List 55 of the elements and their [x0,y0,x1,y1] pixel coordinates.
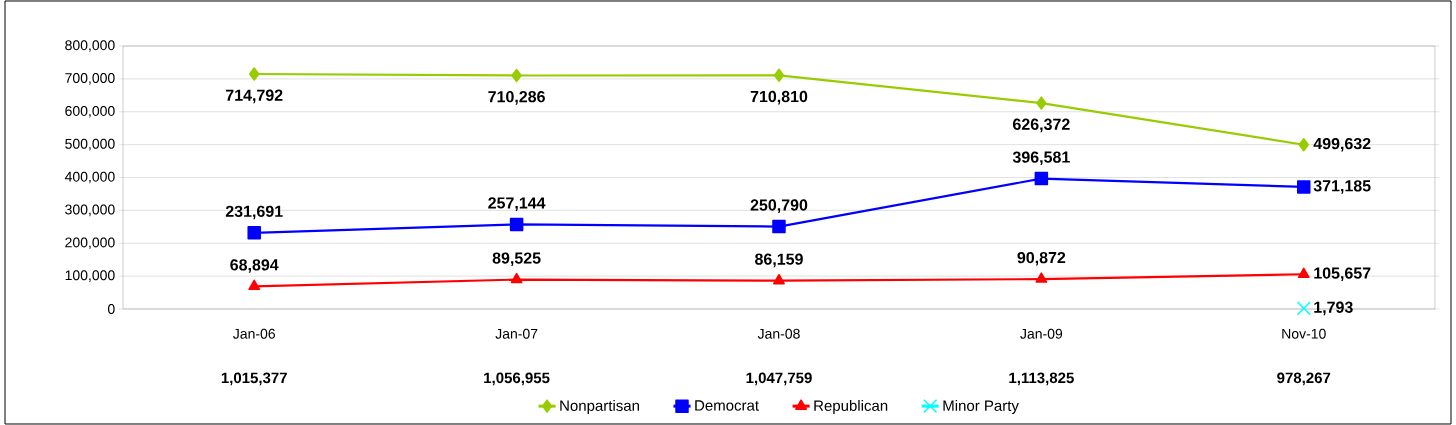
data-label: 371,185 [1313,180,1371,194]
point [248,67,260,81]
x-tick-label: Nov-10 [1282,328,1326,339]
point [1036,96,1047,110]
data-label: 231,691 [225,205,283,220]
point [773,273,785,285]
point [511,68,522,83]
data-label: 68,894 [230,259,279,273]
y-tick-label: 700,000 [65,73,115,85]
legend-label: Democrat [695,400,759,411]
data-label: 250,790 [750,199,808,214]
text: 1,056,955 [484,372,550,386]
x-tick-label: Jan-09 [1020,328,1063,339]
legend-label: Nonpartisan [560,399,639,414]
point [1035,272,1048,283]
point [247,226,261,240]
y-tick-label: 300,000 [65,204,115,217]
y-tick-label: 800,000 [65,40,115,52]
x-tick-label: Jan-07 [495,328,538,339]
point [248,279,261,291]
data-label: 89,525 [492,252,541,267]
point [1296,301,1311,316]
data-label: 710,286 [488,91,545,105]
data-label: 86,159 [755,253,803,268]
text: 1,015,377 [221,372,287,386]
y-tick-label: 600,000 [65,105,115,118]
point [510,272,523,284]
data-label: 257,144 [488,197,546,211]
legend-label: Minor Party [943,399,1019,414]
point [1034,171,1049,186]
data-label: 499,632 [1313,137,1371,152]
point [1297,267,1310,279]
data-label: 396,581 [1012,151,1070,166]
point [772,219,786,234]
point [1298,137,1309,152]
y-tick-label: 500,000 [65,138,115,151]
text: 1,047,759 [746,372,812,386]
data-label: 1,793 [1314,301,1353,316]
data-label: 105,657 [1314,267,1371,282]
data-label: 710,810 [750,90,808,105]
point [773,68,785,83]
y-tick-label: 400,000 [64,171,115,184]
text: 978,267 [1277,372,1331,386]
x-tick-label: Jan-06 [233,328,275,339]
data-label: 90,872 [1017,251,1066,266]
point [509,217,524,232]
text: 1,113,825 [1009,372,1074,386]
y-tick-label: 0 [107,304,115,314]
data-label: 626,372 [1013,118,1070,133]
data-label: 714,792 [225,89,283,104]
legend-label: Republican [814,399,888,414]
point [1297,180,1311,194]
y-tick-label: 200,000 [65,237,115,250]
y-tick-label: 100,000 [65,270,115,282]
x-tick-label: Jan-08 [757,328,800,339]
